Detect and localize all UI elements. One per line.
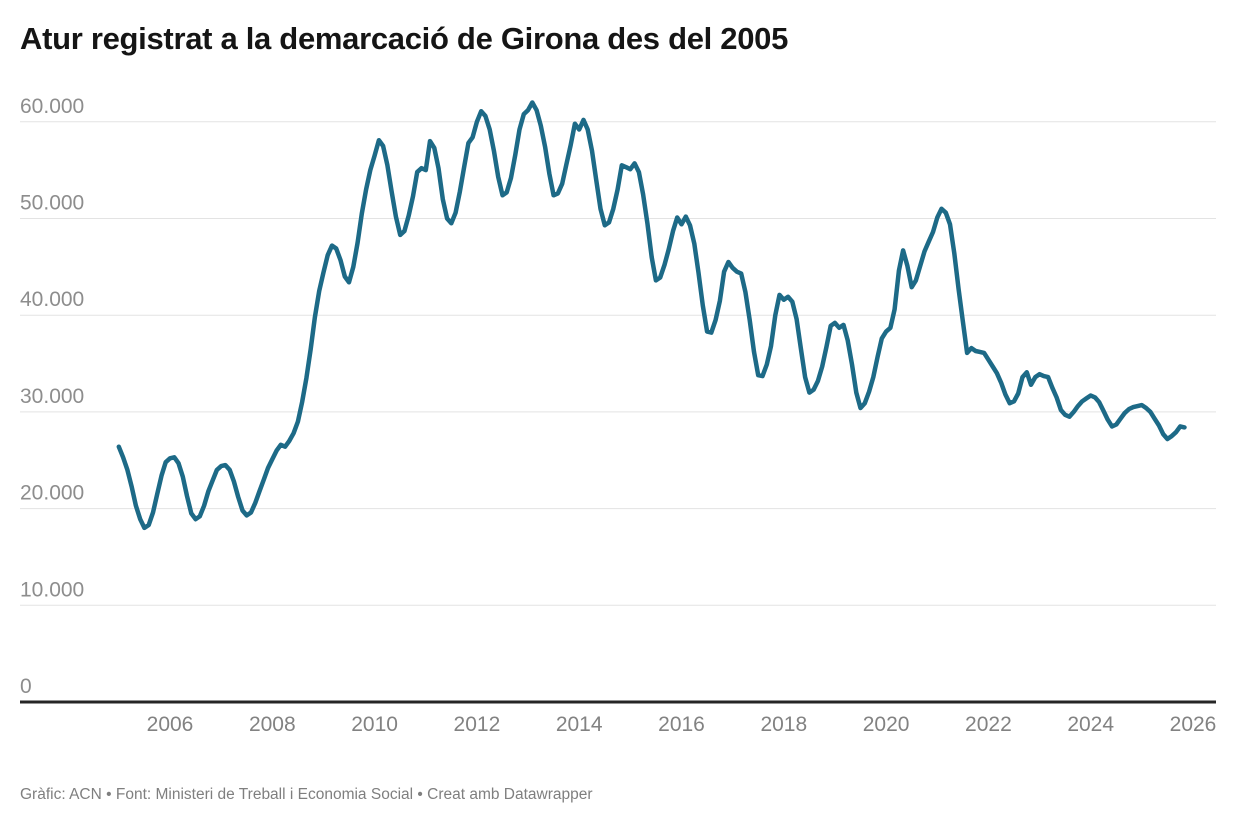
x-axis-label: 2012	[454, 713, 501, 736]
datawrapper-credit[interactable]: Creat amb Datawrapper	[427, 786, 593, 803]
chart-footer: Gràfic: ACN • Font: Ministeri de Treball…	[20, 786, 593, 804]
x-axis-label: 2024	[1067, 713, 1114, 736]
x-axis-label: 2014	[556, 713, 603, 736]
x-axis-label: 2026	[1170, 713, 1217, 736]
x-axis-label: 2016	[658, 713, 705, 736]
y-axis-label: 30.000	[20, 385, 84, 408]
x-axis-labels: 2006 2008 2010 2012 2014 2016 2018 2020 2022 2024…	[147, 713, 1217, 736]
unemployment-line	[116, 100, 1187, 531]
y-axis-label: 40.000	[20, 288, 84, 311]
x-axis-label: 2022	[965, 713, 1012, 736]
series-group	[116, 100, 1187, 531]
y-axis-label: 60.000	[20, 95, 84, 118]
y-axis-labels: 60.000 50.000 40.000 30.000 20.000 10.000 0	[20, 95, 84, 698]
y-axis-label: 10.000	[20, 578, 84, 601]
attribution-separator: •	[413, 786, 428, 803]
x-axis-label: 2008	[249, 713, 296, 736]
x-axis-label: 2010	[351, 713, 398, 736]
y-gridlines	[20, 121, 1216, 704]
x-axis-label: 2020	[863, 713, 910, 736]
attribution-text: Gràfic: ACN • Font: Ministeri de Treball…	[20, 786, 414, 803]
x-axis-label: 2006	[147, 713, 194, 736]
y-axis-label: 50.000	[20, 192, 84, 215]
chart-title: Atur registrat a la demarcació de Girona…	[20, 21, 789, 56]
y-axis-label: 20.000	[20, 482, 84, 505]
y-axis-label: 0	[20, 675, 32, 698]
x-axis-label: 2018	[760, 713, 807, 736]
